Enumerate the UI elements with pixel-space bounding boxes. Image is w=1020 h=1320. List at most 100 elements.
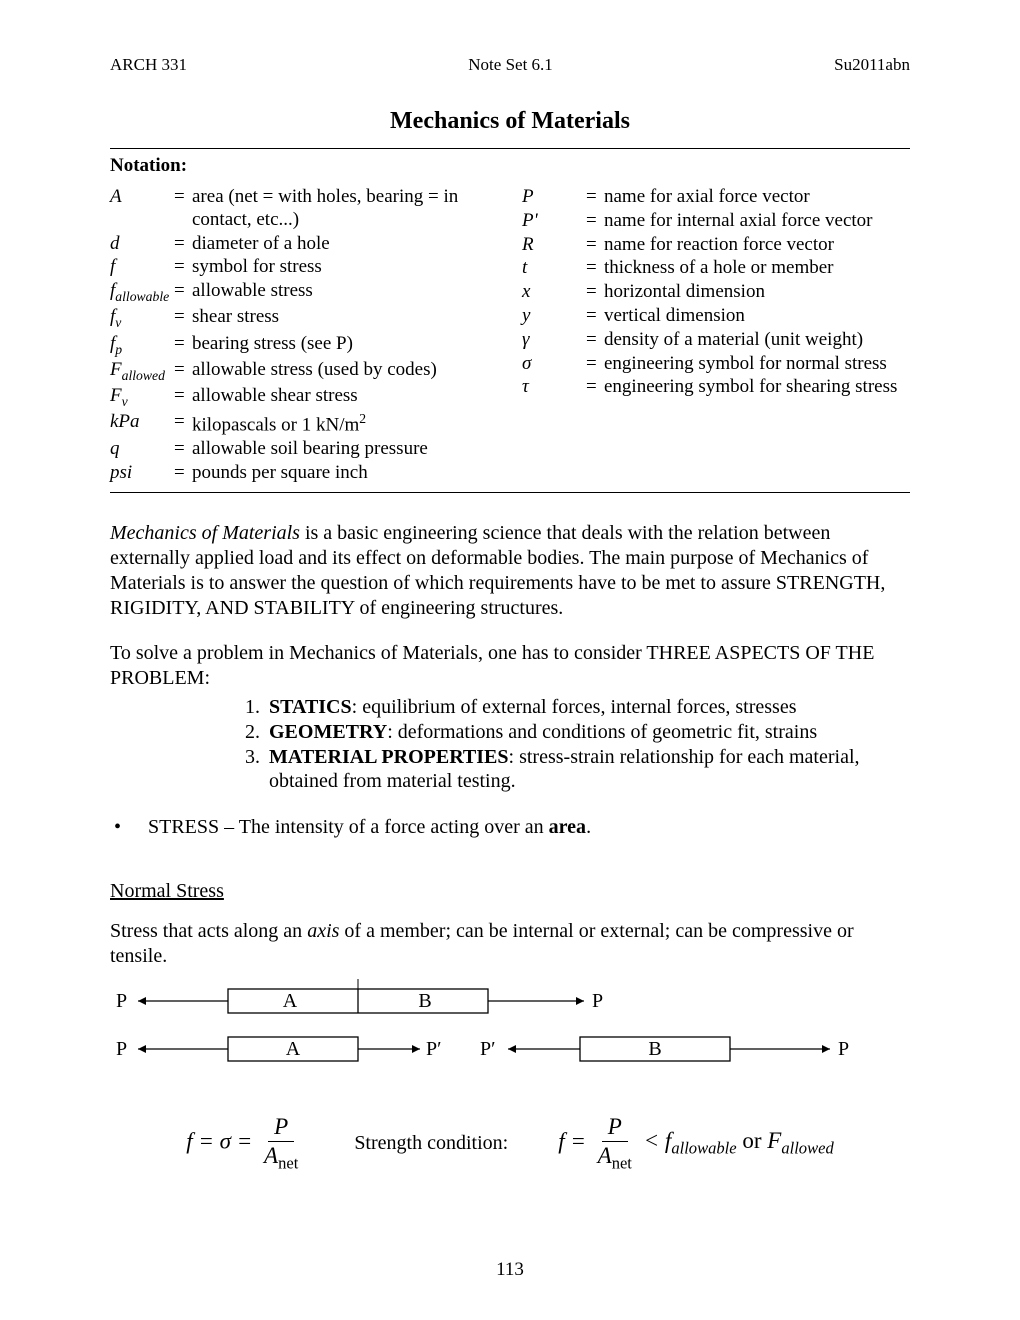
notation-definition: name for axial force vector <box>604 186 910 209</box>
notation-symbol: fallowable <box>110 280 174 305</box>
axial-force-diagram: PABPPAP′P′BP <box>110 979 910 1095</box>
equals-sign: = <box>586 257 604 280</box>
notation-definition: allowable shear stress <box>192 385 498 408</box>
notation-row: fallowable=allowable stress <box>110 280 498 305</box>
svg-text:P′: P′ <box>480 1038 496 1060</box>
svg-text:P: P <box>838 1038 849 1060</box>
svg-text:P: P <box>116 990 127 1012</box>
equals-sign: = <box>174 333 192 356</box>
formula-condition: f = P Anet < fallowable or Fallowed <box>558 1113 834 1173</box>
notation-symbol: fv <box>110 306 174 331</box>
svg-text:P: P <box>116 1038 127 1060</box>
notation-symbol: P' <box>522 210 586 233</box>
notation-symbol: t <box>522 257 586 280</box>
svg-text:B: B <box>648 1038 661 1060</box>
aspect-text: GEOMETRY: deformations and conditions of… <box>269 720 910 744</box>
page-number: 113 <box>0 1259 1020 1282</box>
aspect-item: 3.MATERIAL PROPERTIES: stress-strain rel… <box>245 745 910 793</box>
notation-definition: density of a material (unit weight) <box>604 329 910 352</box>
notation-symbol: τ <box>522 376 586 399</box>
normal-stress-text: Stress that acts along an axis of a memb… <box>110 919 910 969</box>
notation-symbol: A <box>110 186 174 209</box>
notation-heading: Notation: <box>110 155 910 178</box>
notation-definition: diameter of a hole <box>192 233 498 256</box>
equals-sign: = <box>174 359 192 382</box>
equals-sign: = <box>586 234 604 257</box>
notation-symbol: γ <box>522 329 586 352</box>
notation-row: fv=shear stress <box>110 306 498 331</box>
notation-symbol: kPa <box>110 411 174 434</box>
notation-symbol: d <box>110 233 174 256</box>
notation-symbol: Fv <box>110 385 174 410</box>
notation-symbol: R <box>522 234 586 257</box>
aspects-list: 1.STATICS: equilibrium of external force… <box>245 695 910 793</box>
equals-sign: = <box>174 280 192 303</box>
notation-row: Fallowed=allowable stress (used by codes… <box>110 359 498 384</box>
aspect-item: 2.GEOMETRY: deformations and conditions … <box>245 720 910 744</box>
notation-row: fp=bearing stress (see P) <box>110 333 498 358</box>
formula-sigma: f = σ = P Anet <box>186 1113 304 1173</box>
notation-symbol: f <box>110 256 174 279</box>
notation-row: d=diameter of a hole <box>110 233 498 256</box>
equals-sign: = <box>174 385 192 408</box>
equals-sign: = <box>586 186 604 209</box>
notation-symbol: y <box>522 305 586 328</box>
svg-text:P: P <box>592 990 603 1012</box>
normal-stress-heading: Normal Stress <box>110 879 910 903</box>
equals-sign: = <box>586 353 604 376</box>
rule-bottom <box>110 492 910 493</box>
aspect-item: 1.STATICS: equilibrium of external force… <box>245 695 910 719</box>
notation-row: P'=name for internal axial force vector <box>522 210 910 233</box>
notation-row: R=name for reaction force vector <box>522 234 910 257</box>
header-center: Note Set 6.1 <box>468 55 553 75</box>
notation-definition: area (net = with holes, bearing = in con… <box>192 186 498 232</box>
aspect-number: 1. <box>245 695 269 719</box>
notation-row: y=vertical dimension <box>522 305 910 328</box>
equals-sign: = <box>174 186 192 209</box>
notation-row: x=horizontal dimension <box>522 281 910 304</box>
notation-symbol: q <box>110 438 174 461</box>
notation-symbol: psi <box>110 462 174 485</box>
notation-symbol: Fallowed <box>110 359 174 384</box>
equals-sign: = <box>174 462 192 485</box>
equals-sign: = <box>174 438 192 461</box>
equals-sign: = <box>174 256 192 279</box>
equals-sign: = <box>174 233 192 256</box>
notation-right-col: P=name for axial force vectorP'=name for… <box>522 186 910 486</box>
notation-row: τ=engineering symbol for shearing stress <box>522 376 910 399</box>
document-title: Mechanics of Materials <box>110 107 910 136</box>
notation-definition: vertical dimension <box>604 305 910 328</box>
notation-row: psi=pounds per square inch <box>110 462 498 485</box>
notation-row: kPa=kilopascals or 1 kN/m2 <box>110 411 498 437</box>
notation-definition: kilopascals or 1 kN/m2 <box>192 411 498 437</box>
equals-sign: = <box>586 305 604 328</box>
equals-sign: = <box>174 411 192 434</box>
svg-text:A: A <box>286 1038 301 1060</box>
notation-symbol: x <box>522 281 586 304</box>
notation-definition: thickness of a hole or member <box>604 257 910 280</box>
svg-text:P′: P′ <box>426 1038 442 1060</box>
notation-columns: A=area (net = with holes, bearing = in c… <box>110 186 910 486</box>
header-right: Su2011abn <box>834 55 910 75</box>
bullet-icon: • <box>110 815 148 839</box>
notation-row: A=area (net = with holes, bearing = in c… <box>110 186 498 232</box>
notation-definition: engineering symbol for normal stress <box>604 353 910 376</box>
bullet-text: STRESS – The intensity of a force acting… <box>148 815 591 839</box>
notation-row: Fv=allowable shear stress <box>110 385 498 410</box>
document-page: ARCH 331 Note Set 6.1 Su2011abn Mechanic… <box>0 0 1020 1320</box>
aspect-text: STATICS: equilibrium of external forces,… <box>269 695 910 719</box>
notation-row: q=allowable soil bearing pressure <box>110 438 498 461</box>
equals-sign: = <box>586 281 604 304</box>
notation-definition: allowable soil bearing pressure <box>192 438 498 461</box>
diagram-svg: PABPPAP′P′BP <box>110 979 910 1089</box>
stress-bullet: • STRESS – The intensity of a force acti… <box>110 815 910 839</box>
notation-definition: allowable stress (used by codes) <box>192 359 498 382</box>
aspect-text: MATERIAL PROPERTIES: stress-strain relat… <box>269 745 910 793</box>
solve-intro: To solve a problem in Mechanics of Mater… <box>110 641 910 691</box>
notation-definition: symbol for stress <box>192 256 498 279</box>
notation-definition: engineering symbol for shearing stress <box>604 376 910 399</box>
formula-row: f = σ = P Anet Strength condition: f = P… <box>110 1113 910 1173</box>
svg-text:B: B <box>418 990 431 1012</box>
notation-symbol: fp <box>110 333 174 358</box>
notation-row: γ=density of a material (unit weight) <box>522 329 910 352</box>
